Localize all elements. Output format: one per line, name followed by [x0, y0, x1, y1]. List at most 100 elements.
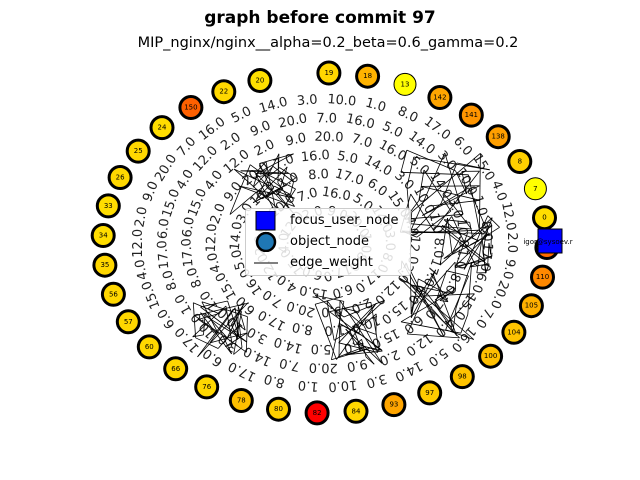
object-node-35[interactable]: 35 [92, 252, 118, 278]
focus-user-node[interactable]: igor@sysoev.r [523, 228, 573, 254]
node-circle[interactable] [417, 380, 443, 406]
node-circle[interactable] [194, 374, 220, 400]
edge-weight-label: 10.0 [327, 92, 357, 109]
node-circle[interactable] [115, 309, 141, 335]
object-node-78[interactable]: 78 [228, 388, 254, 413]
object-node-100[interactable]: 100 [478, 343, 504, 369]
edge [418, 169, 425, 201]
node-circle[interactable] [136, 334, 162, 360]
node-label: 57 [124, 318, 133, 326]
node-circle[interactable] [100, 281, 126, 307]
edge [352, 325, 360, 345]
object-node-60[interactable]: 60 [136, 334, 162, 360]
node-circle[interactable] [304, 400, 330, 426]
node-circle[interactable] [107, 165, 133, 190]
object-node-8[interactable]: 8 [507, 149, 533, 174]
edge [454, 232, 468, 269]
node-circle[interactable] [125, 138, 151, 164]
object-node-13[interactable]: 13 [393, 72, 417, 96]
edge [400, 321, 461, 334]
object-node-80[interactable]: 80 [266, 396, 291, 422]
node-circle[interactable] [211, 79, 237, 105]
edge [338, 302, 377, 344]
object-node-24[interactable]: 24 [149, 115, 175, 141]
edge [314, 296, 343, 305]
node-circle[interactable] [518, 293, 544, 319]
node-circle[interactable] [95, 193, 121, 219]
edge-weight-label: 3.0 [245, 323, 270, 346]
edge [280, 188, 296, 212]
node-circle[interactable] [343, 398, 369, 424]
edge [264, 185, 275, 199]
node-circle[interactable] [381, 392, 407, 418]
object-node-93[interactable]: 93 [381, 392, 407, 418]
object-node-20[interactable]: 20 [247, 68, 273, 93]
legend-item-object-node: object_node [246, 232, 410, 252]
object-node-0[interactable]: 0 [532, 205, 557, 231]
node-circle[interactable] [485, 124, 511, 150]
node-circle[interactable] [523, 177, 547, 201]
object-node-56[interactable]: 56 [100, 281, 126, 307]
edge [239, 325, 243, 348]
node-circle[interactable] [458, 102, 484, 128]
object-node-7[interactable]: 7 [523, 177, 547, 201]
node-circle[interactable] [247, 68, 273, 93]
edge-weight-label: 3.0 [296, 92, 318, 109]
object-node-142[interactable]: 142 [427, 85, 453, 110]
edge [479, 153, 481, 228]
object-node-150[interactable]: 150 [178, 95, 204, 120]
object-node-97[interactable]: 97 [417, 380, 443, 406]
edge [315, 295, 344, 302]
focus-user-square[interactable] [537, 228, 563, 254]
object-node-34[interactable]: 34 [90, 223, 116, 248]
object-node-104[interactable]: 104 [501, 319, 527, 345]
object-node-82[interactable]: 82 [304, 400, 330, 426]
edge [474, 263, 478, 267]
object-node-105[interactable]: 105 [518, 293, 544, 319]
node-circle[interactable] [163, 356, 189, 382]
edge [195, 337, 219, 349]
node-circle[interactable] [507, 149, 533, 174]
object-node-18[interactable]: 18 [355, 63, 381, 89]
object-node-19[interactable]: 19 [316, 60, 342, 86]
edge-weight-label: 20.0 [277, 111, 308, 131]
object-node-26[interactable]: 26 [107, 165, 133, 190]
node-circle[interactable] [355, 63, 381, 89]
edge-weight-label: 4.0 [174, 167, 198, 192]
edge-weight-label: 7.0 [350, 131, 374, 151]
node-circle[interactable] [501, 319, 527, 345]
object-node-76[interactable]: 76 [194, 374, 220, 400]
node-circle[interactable] [316, 60, 342, 86]
node-circle[interactable] [449, 364, 475, 390]
edge-weight-label: 5.0 [336, 149, 359, 168]
object-node-57[interactable]: 57 [115, 309, 141, 335]
node-circle[interactable] [92, 252, 118, 278]
node-circle[interactable] [178, 95, 204, 120]
object-node-25[interactable]: 25 [125, 138, 151, 164]
node-circle[interactable] [228, 388, 254, 413]
object-node-22[interactable]: 22 [211, 79, 237, 105]
edge-weight-label: 1.0 [297, 377, 319, 394]
object-node-66[interactable]: 66 [163, 356, 189, 382]
edge [426, 293, 450, 323]
edge [359, 344, 380, 352]
node-label: 35 [100, 261, 109, 269]
node-circle[interactable] [266, 396, 291, 422]
object-node-110[interactable]: 110 [530, 264, 555, 290]
node-circle[interactable] [530, 264, 555, 290]
object-node-98[interactable]: 98 [449, 364, 475, 390]
object-node-138[interactable]: 138 [485, 124, 511, 150]
node-circle[interactable] [90, 223, 116, 248]
node-circle[interactable] [149, 115, 175, 141]
object-node-141[interactable]: 141 [458, 102, 484, 128]
edge [253, 174, 272, 178]
node-label: 22 [219, 88, 228, 96]
node-label: 8 [518, 158, 522, 166]
edge [362, 313, 377, 326]
edge-layer [192, 149, 500, 365]
object-node-33[interactable]: 33 [95, 193, 121, 219]
node-circle[interactable] [393, 72, 417, 96]
object-node-84[interactable]: 84 [343, 398, 369, 424]
node-circle[interactable] [427, 85, 453, 110]
node-circle[interactable] [478, 343, 504, 369]
